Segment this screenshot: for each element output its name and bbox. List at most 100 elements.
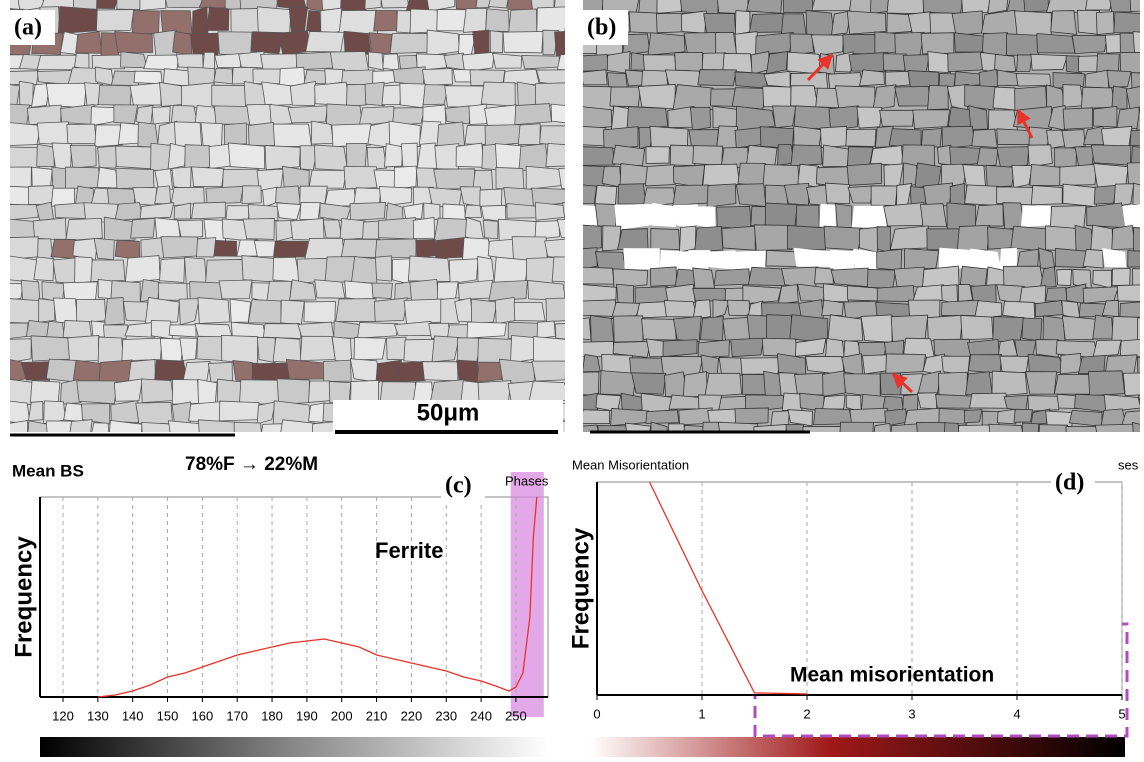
grain [1063,85,1083,108]
grain [581,410,610,424]
grain [0,122,41,146]
grain [904,249,938,270]
grain [503,31,543,52]
grain [693,268,715,288]
grain [582,107,612,130]
grain [436,238,465,259]
grain [368,52,383,70]
grain [616,284,633,304]
grain [722,226,755,250]
grain [982,33,1007,56]
grain [341,0,367,11]
grain [365,82,384,105]
grain [350,202,386,220]
grain [300,336,335,360]
grain [1105,35,1121,54]
x-tick-label: 0 [593,706,600,721]
grain [773,106,796,128]
grain [859,70,884,86]
grain [381,0,409,8]
grain [873,85,896,110]
grain [387,337,406,360]
grain [305,238,345,259]
grain [1093,315,1113,339]
grain [857,107,882,128]
grain [1134,227,1144,252]
grain [98,146,118,168]
grain [323,220,342,238]
grain [5,147,39,170]
grain [219,401,259,421]
grain [77,381,117,404]
grain [646,410,679,424]
grain [727,300,749,316]
grain [572,205,598,227]
grain [791,86,818,108]
grain [260,424,283,441]
grain [717,126,738,149]
grain [478,256,495,282]
grain [796,205,819,227]
grain [1130,129,1144,145]
grain [47,321,65,338]
x-tick-label: 130 [87,708,109,723]
grain [224,123,246,145]
grain [917,393,937,409]
grain [886,354,926,374]
grain [630,358,665,374]
x-tick-label: 180 [261,708,283,723]
grain [499,359,534,383]
grain [870,146,903,166]
grain [408,256,450,282]
grain [698,70,737,86]
grain [172,379,199,404]
grain [242,256,275,283]
grain [1131,73,1144,89]
grain [281,300,305,324]
grain [75,53,89,69]
grain [533,336,570,363]
grain [221,335,257,363]
grain [823,371,846,397]
grain [611,408,650,425]
grain [1062,130,1085,149]
grain [968,340,1000,357]
grain [46,359,77,382]
grain [369,33,392,55]
grain [928,52,951,73]
grain [132,11,159,34]
grain [555,31,584,56]
grain [76,186,94,205]
grain [602,166,621,187]
grain [368,121,392,147]
grain [964,410,982,423]
x-tick-label: 120 [52,708,74,723]
grain [863,355,889,374]
grain [957,425,991,447]
grain [673,316,701,342]
grain [118,123,138,145]
grain [642,319,677,340]
grain [174,122,201,147]
grain [778,285,798,304]
grain [1028,145,1052,167]
grain [214,68,233,84]
grain [115,31,153,52]
grain [311,121,333,144]
grain [1051,11,1077,35]
grain [144,55,179,70]
grain [273,241,307,257]
grain [263,324,301,339]
grain [94,238,114,259]
grain [185,257,207,284]
grain [300,202,320,219]
grain [1057,394,1077,408]
x-tick-label: 140 [122,708,144,723]
grain [1036,340,1059,358]
grain [1006,34,1038,56]
grain [1031,185,1062,204]
grain [54,298,79,324]
grain [650,267,676,286]
grain [383,54,399,71]
grain [372,283,393,299]
